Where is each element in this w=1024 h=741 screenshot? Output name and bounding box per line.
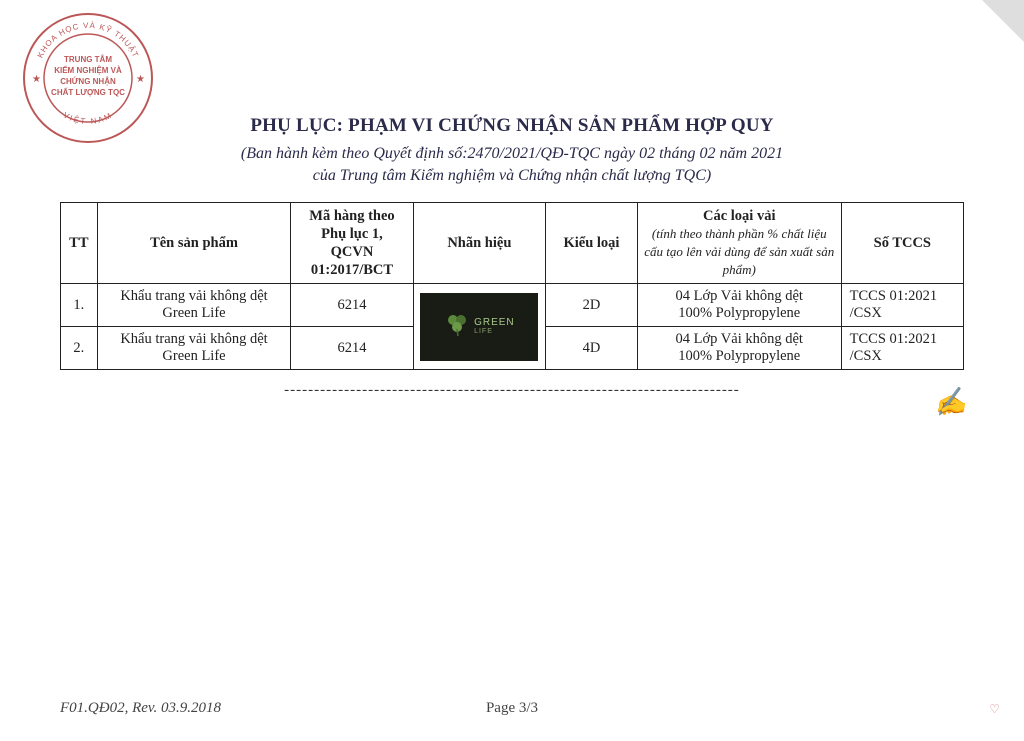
footer-left: F01.QĐ02, Rev. 03.9.2018	[60, 700, 221, 717]
cell-fabric-l1: 04 Lớp Vải không dệt	[676, 331, 803, 347]
document-subtitle: (Ban hành kèm theo Quyết định số:2470/20…	[0, 143, 1024, 188]
table-row: 1. Khẩu trang vải không dệt Green Life 6…	[61, 284, 964, 327]
cell-tt: 2.	[61, 327, 98, 370]
col-fabric: Các loại vải (tính theo thành phần % chấ…	[637, 202, 841, 284]
table-header-row: TT Tên sản phẩm Mã hàng theo Phụ lục 1, …	[61, 202, 964, 284]
cell-fabric: 04 Lớp Vải không dệt 100% Polypropylene	[637, 284, 841, 327]
subtitle-line-1: (Ban hành kèm theo Quyết định số:2470/20…	[241, 145, 783, 162]
svg-text:★: ★	[136, 74, 145, 85]
col-code: Mã hàng theo Phụ lục 1, QCVN 01:2017/BCT	[291, 202, 413, 284]
certification-table: TT Tên sản phẩm Mã hàng theo Phụ lục 1, …	[60, 202, 964, 371]
clover-icon	[444, 311, 470, 342]
brand-text-main: GREEN	[474, 317, 515, 328]
col-product-name: Tên sản phẩm	[97, 202, 291, 284]
cell-name-l1: Khẩu trang vải không dệt	[120, 331, 267, 347]
stamp-outer-bottom: VIỆT NAM	[62, 110, 115, 126]
col-type: Kiểu loại	[546, 202, 638, 284]
col-tt: TT	[61, 202, 98, 284]
col-brand: Nhãn hiệu	[413, 202, 545, 284]
certification-table-wrap: TT Tên sản phẩm Mã hàng theo Phụ lục 1, …	[60, 202, 964, 371]
separator-dashes: ----------------------------------------…	[0, 382, 1024, 399]
cell-fabric-l2: 100% Polypropylene	[678, 348, 800, 364]
official-stamp: KHOA HỌC VÀ KỸ THUẬT VIỆT NAM TRUNG TÂM …	[18, 8, 158, 148]
signature-mark: ✍	[932, 386, 968, 420]
stamp-inner-2: KIỂM NGHIỆM VÀ	[54, 66, 122, 75]
col-fabric-title: Các loại vải	[703, 208, 776, 224]
col-code-l4: 01:2017/BCT	[311, 262, 393, 278]
cell-fabric-l1: 04 Lớp Vải không dệt	[676, 288, 803, 304]
cell-type: 2D	[546, 284, 638, 327]
footer-page-number: Page 3/3	[486, 700, 538, 717]
col-code-l3: QCVN	[331, 244, 374, 260]
heart-icon: ♡	[989, 702, 1000, 717]
cell-tccs-l1: TCCS 01:2021	[850, 331, 937, 347]
cell-name-l1: Khẩu trang vải không dệt	[120, 288, 267, 304]
cell-name-l2: Green Life	[162, 305, 225, 321]
svg-text:VIỆT NAM: VIỆT NAM	[62, 110, 115, 126]
document-page: KHOA HỌC VÀ KỸ THUẬT VIỆT NAM TRUNG TÂM …	[0, 0, 1024, 741]
col-code-l2: Phụ lục 1,	[321, 226, 383, 242]
page-corner-fold	[982, 0, 1024, 42]
cell-tccs-l1: TCCS 01:2021	[850, 288, 937, 304]
footer-right-spacer	[960, 700, 964, 717]
cell-tccs: TCCS 01:2021 /CSX	[841, 284, 963, 327]
cell-name: Khẩu trang vải không dệt Green Life	[97, 284, 291, 327]
document-footer: F01.QĐ02, Rev. 03.9.2018 Page 3/3	[60, 700, 964, 717]
cell-code: 6214	[291, 284, 413, 327]
svg-text:★: ★	[32, 74, 41, 85]
col-fabric-sub: (tính theo thành phần % chất liệu cấu tạ…	[644, 226, 834, 277]
brand-text: GREEN LIFE	[474, 318, 515, 335]
stamp-inner-4: CHẤT LƯỢNG TQC	[51, 87, 125, 97]
cell-tccs: TCCS 01:2021 /CSX	[841, 327, 963, 370]
cell-brand: GREEN LIFE	[413, 284, 545, 370]
col-tccs: Số TCCS	[841, 202, 963, 284]
stamp-inner-3: CHỨNG NHẬN	[60, 77, 116, 86]
stamp-inner-1: TRUNG TÂM	[64, 55, 112, 64]
cell-name: Khẩu trang vải không dệt Green Life	[97, 327, 291, 370]
cell-fabric-l2: 100% Polypropylene	[678, 305, 800, 321]
cell-type: 4D	[546, 327, 638, 370]
brand-logo: GREEN LIFE	[420, 293, 538, 361]
col-code-l1: Mã hàng theo	[309, 208, 394, 224]
cell-code: 6214	[291, 327, 413, 370]
cell-name-l2: Green Life	[162, 348, 225, 364]
subtitle-line-2: của Trung tâm Kiểm nghiệm và Chứng nhận …	[313, 167, 711, 184]
cell-tt: 1.	[61, 284, 98, 327]
cell-fabric: 04 Lớp Vải không dệt 100% Polypropylene	[637, 327, 841, 370]
cell-tccs-l2: /CSX	[850, 348, 882, 364]
brand-text-sub: LIFE	[474, 328, 515, 335]
cell-tccs-l2: /CSX	[850, 305, 882, 321]
